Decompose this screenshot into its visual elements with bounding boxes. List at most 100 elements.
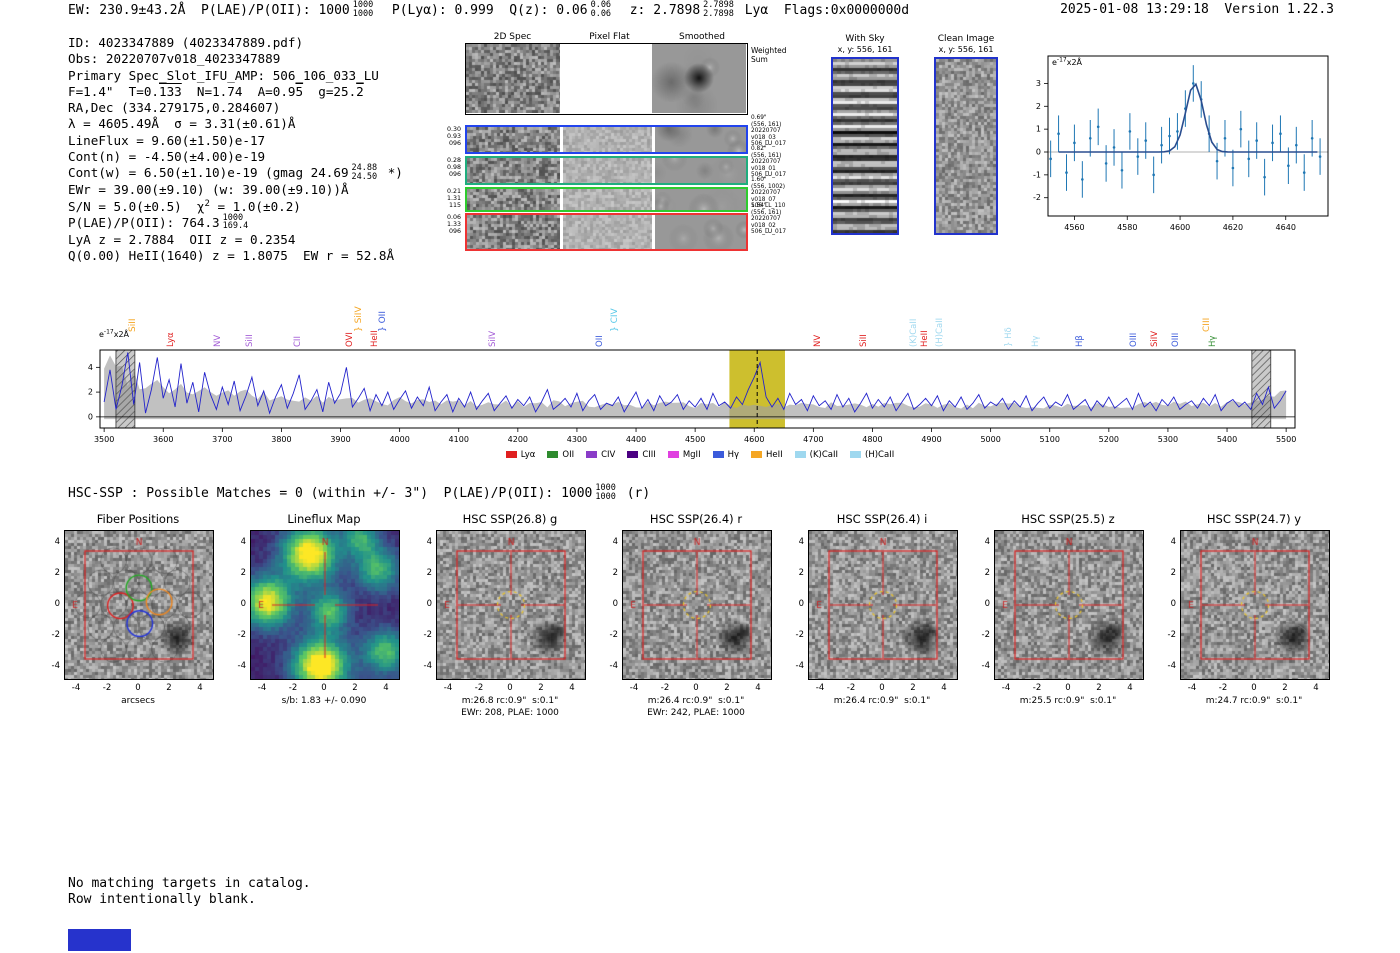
cutout-ytick: 4 [426, 537, 432, 547]
legend-item: Hγ [712, 449, 739, 460]
cutout-xtick: 2 [910, 683, 916, 693]
cutout-ytick: 4 [1170, 537, 1176, 547]
legend-swatch [547, 451, 559, 458]
twod-row-smoothed-image [655, 127, 746, 152]
spectral-line-label: CIII [1202, 317, 1213, 332]
text-segment: HSC-SSP : Possible Matches = 0 (within +… [68, 486, 593, 501]
cutout-ytick: -4 [1167, 661, 1176, 671]
cutout-ytick: -2 [1167, 630, 1176, 640]
info-line-13: LyA z = 2.7884 OII z = 0.2354 [68, 232, 403, 248]
legend-label: Hγ [727, 449, 739, 460]
info-line-1: ID: 4023347889 (4023347889.pdf) [68, 35, 403, 51]
stacked-lo: 2.7898 [703, 8, 734, 19]
twod-fiber-row-4 [465, 213, 748, 251]
svg-text:3700: 3700 [212, 435, 232, 444]
clean-image-panel [934, 57, 998, 235]
cutout-ytick: 0 [612, 599, 618, 609]
cutout-ytick: 2 [54, 568, 60, 578]
legend-label: CIV [601, 449, 616, 460]
text-segment: N=1.74 A=0.9 [181, 83, 296, 99]
text-segment: P(LAE)/P(OII): 764.3 [68, 214, 220, 230]
svg-text:0: 0 [88, 412, 93, 421]
legend-label: HeII [766, 449, 783, 460]
cutout-xtick: 2 [724, 683, 730, 693]
text-segment: Cont(n) = -4.50(±4.00)e-19 [68, 149, 266, 165]
cutout-xtick: -4 [815, 683, 825, 693]
header-timestamp: 2025-01-08 13:29:18 Version 1.22.3 [1060, 2, 1334, 17]
clean-image-coords: x, y: 556, 161 [938, 45, 994, 54]
stacked-value: 1000 169.4 [223, 214, 249, 231]
cutout-ytick: 0 [426, 599, 432, 609]
stacked-hi: 2.7898 [703, 0, 734, 10]
text-segment: P(Lyα): 0.999 Q(z): 0.06 [376, 3, 588, 18]
stacked-lo: 24.50 [351, 171, 378, 182]
legend-label: (H)CaII [865, 449, 895, 460]
stacked-lo: 0.06 [590, 8, 612, 19]
cutout-xtick: 2 [166, 683, 172, 693]
legend-swatch [586, 451, 598, 458]
info-line-9: Cont(w) = 6.50(±1.10)e-19 (gmag 24.69 24.… [68, 164, 403, 182]
main-chart-ylabel: e-17x2Å [99, 328, 130, 339]
cutout-xtick: 4 [1313, 683, 1319, 693]
cutout-ytick: -4 [981, 661, 990, 671]
cutout-xtick: -2 [1032, 683, 1042, 693]
cutout-xtick: 0 [507, 683, 513, 693]
cutout-ytick: -4 [423, 661, 432, 671]
cutout-xtick: 4 [941, 683, 947, 693]
cutout-title-1: Fiber Positions [96, 512, 180, 526]
svg-text:5100: 5100 [1040, 435, 1060, 444]
info-line-10: EWr = 39.00(±9.10) (w: 39.00(±9.10))Å [68, 182, 403, 198]
svg-text:4600: 4600 [1170, 223, 1190, 232]
svg-text:4640: 4640 [1276, 223, 1296, 232]
cutout-title-4: HSC SSP(26.4) r [649, 512, 743, 526]
legend-swatch [794, 451, 806, 458]
legend-swatch [712, 451, 724, 458]
cutout-xtick: 0 [135, 683, 141, 693]
legend-item: OII [547, 450, 574, 460]
text-segment: ID: 4023347889 (4023347889.pdf) [68, 35, 304, 50]
twod-weighted-smoothed-image [652, 44, 746, 113]
cutout-title-5: HSC SSP(26.4) i [836, 512, 928, 526]
spectral-line-label: Hγ [1208, 335, 1219, 347]
text-segment: LineFlux = 9.60(±1.50)e-17 [68, 132, 266, 148]
text-segment: EWr = 39.00(±9.10) (w: 39.00(±9.10))Å [68, 182, 349, 198]
svg-text:1: 1 [1036, 125, 1041, 134]
cutout-image-7 [1180, 530, 1330, 680]
spectral-line-label: SiIV [1150, 330, 1161, 347]
text-segment: g=25. [303, 83, 357, 99]
legend-swatch [667, 451, 679, 458]
cutout-ytick: 2 [426, 568, 432, 578]
twod-row-flat-image [563, 189, 652, 210]
legend-item: HeII [751, 450, 783, 460]
text-segment: LyA z = 2.7884 OII z = 0.2354 [68, 231, 296, 247]
text-segment: F=1.4" T=0. [68, 83, 159, 99]
svg-text:4600: 4600 [744, 435, 764, 444]
legend-item: Lyα [505, 449, 536, 460]
svg-text:5000: 5000 [980, 435, 1000, 444]
cutout-xtick: -4 [443, 683, 453, 693]
stacked-lo: 169.4 [222, 221, 249, 232]
with-sky-title: With Sky [845, 34, 885, 44]
cutout-ytick: 4 [240, 537, 246, 547]
twod-row-right-labels: 1.54" (556, 161) 20220707 v018_02 506_LU… [751, 203, 787, 236]
spectral-line-label: (K)CaII [909, 318, 920, 347]
text-segment: (r) [618, 486, 651, 501]
spectral-line-label: SiII [244, 334, 255, 347]
cutout-xtick: 0 [321, 683, 327, 693]
spectral-line-label: HeII [919, 330, 930, 347]
spectral-line-label: SiII [859, 334, 870, 347]
cutout-xtick: 2 [1096, 683, 1102, 693]
legend-item: CIV [586, 450, 615, 460]
svg-text:4400: 4400 [626, 435, 646, 444]
stacked-value: 2.7898 2.7898 [703, 1, 734, 18]
cutout-ytick: -4 [795, 661, 804, 671]
info-line-8: Cont(n) = -4.50(±4.00)e-19 [68, 149, 403, 165]
legend-label: Lyα [520, 449, 536, 460]
cutout-image-1 [64, 530, 214, 680]
svg-text:4580: 4580 [1117, 223, 1137, 232]
twod-left-value: 0.21 [446, 188, 461, 195]
cutout-ytick: 4 [54, 537, 60, 547]
spectral-line-label: Hγ [1030, 335, 1041, 347]
cutout-title-6: HSC SSP(25.5) z [1021, 512, 1115, 526]
cutout-xtick: 2 [538, 683, 544, 693]
